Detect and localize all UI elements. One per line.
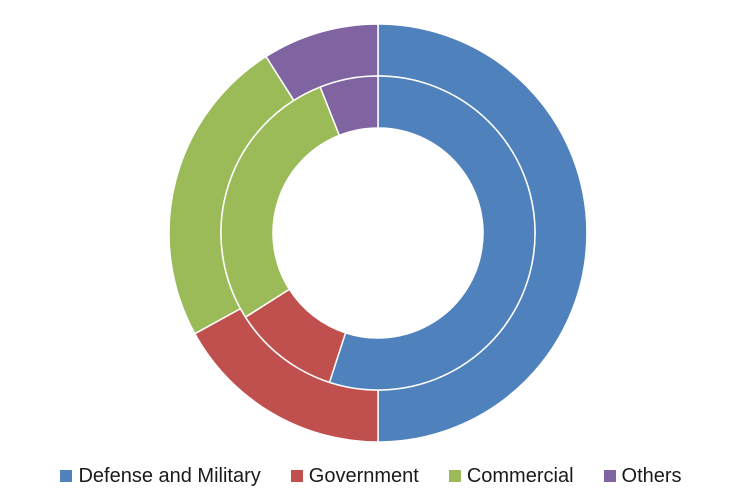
legend-label-government: Government — [308, 464, 419, 487]
inner-ring — [220, 75, 536, 391]
legend-swatch-commercial — [448, 470, 461, 482]
legend-item-others: Others — [603, 464, 682, 488]
legend-swatch-government — [290, 470, 303, 482]
inner-slice-commercial — [220, 86, 341, 319]
legend-label-defense-and-military: Defense and Military — [78, 464, 261, 487]
inner-slice-others — [319, 75, 379, 137]
legend-label-others: Others — [621, 464, 682, 487]
legend-swatch-defense-and-military — [60, 470, 73, 482]
legend-label-commercial: Commercial — [466, 464, 574, 487]
legend-item-defense-and-military: Defense and Military — [60, 464, 261, 488]
inner-slice-defense-and-military — [328, 75, 536, 391]
legend-item-commercial: Commercial — [448, 464, 574, 488]
legend-item-government: Government — [290, 464, 419, 488]
legend-swatch-others — [603, 470, 616, 482]
chart-legend: Defense and Military Government Commerci… — [0, 462, 742, 490]
